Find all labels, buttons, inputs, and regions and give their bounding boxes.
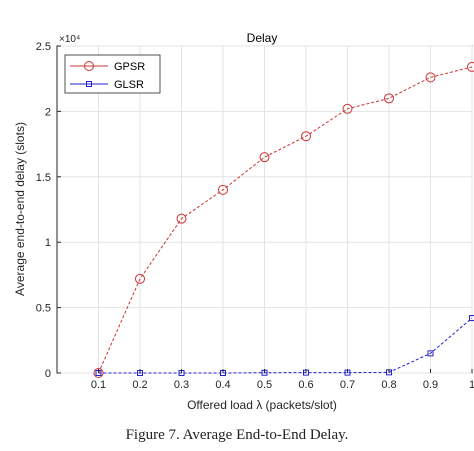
y-tick-label: 0.5: [36, 303, 51, 315]
gpsr-point: [135, 273, 145, 284]
series-layer: [93, 61, 474, 378]
y-tick-label: 2: [45, 106, 51, 118]
gpsr-point: [467, 61, 474, 72]
gpsr-point: [218, 184, 228, 195]
x-tick-label: 0.9: [423, 379, 438, 391]
x-tick-label: 0.8: [381, 379, 396, 391]
legend-gpsr-label: GPSR: [114, 61, 145, 73]
y-exponent-label: ×10⁴: [59, 34, 80, 45]
axes: 0.1 0.2 0.3 0.4 0.5 0.6 0.7 0.8 0.9 1 0 0.5 1 1.5 2 2.5: [36, 41, 474, 391]
legend-gpsr-marker: [84, 61, 94, 71]
x-axis-title: Offered load λ (packets/slot): [187, 398, 337, 412]
x-tick-label: 0.3: [174, 379, 189, 391]
glsr-point: [427, 350, 434, 357]
y-tick-label: 1: [45, 237, 51, 249]
x-tick-label: 0.5: [257, 379, 272, 391]
gpsr-point: [384, 93, 394, 104]
y-tick-label: 2.5: [36, 41, 51, 53]
y-axis-title: Average end-to-end delay (slots): [13, 122, 27, 296]
gpsr-point: [93, 368, 104, 378]
gpsr-point: [259, 152, 270, 163]
legend: GPSR GLSR: [64, 54, 161, 94]
x-tick-label: 1: [469, 379, 474, 391]
chart-title: Delay: [247, 31, 278, 45]
gpsr-point: [425, 72, 436, 83]
x-tick-label: 0.7: [340, 379, 355, 391]
glsr-series-line: [98, 317, 473, 374]
legend-glsr-label: GLSR: [114, 79, 144, 91]
figure-caption: Figure 7. Average End-to-End Delay.: [125, 427, 349, 443]
x-tick-label: 0.4: [215, 379, 230, 391]
x-tick-label: 0.6: [298, 379, 313, 391]
gpsr-point: [342, 103, 353, 114]
gpsr-point: [176, 213, 187, 224]
gpsr-series-line: [98, 66, 473, 374]
x-tick-label: 0.1: [91, 379, 106, 391]
legend-glsr-marker: [86, 81, 92, 87]
grid: [57, 45, 473, 374]
delay-chart: 0.1 0.2 0.3 0.4 0.5 0.6 0.7 0.8 0.9 1 0 0.5 1 1.5 2 2.5…: [13, 31, 474, 412]
gpsr-point: [301, 131, 311, 142]
y-tick-label: 0: [45, 368, 51, 380]
glsr-point: [469, 315, 474, 322]
legend-box: [64, 54, 161, 94]
y-tick-label: 1.5: [36, 172, 51, 184]
x-tick-label: 0.2: [132, 379, 147, 391]
